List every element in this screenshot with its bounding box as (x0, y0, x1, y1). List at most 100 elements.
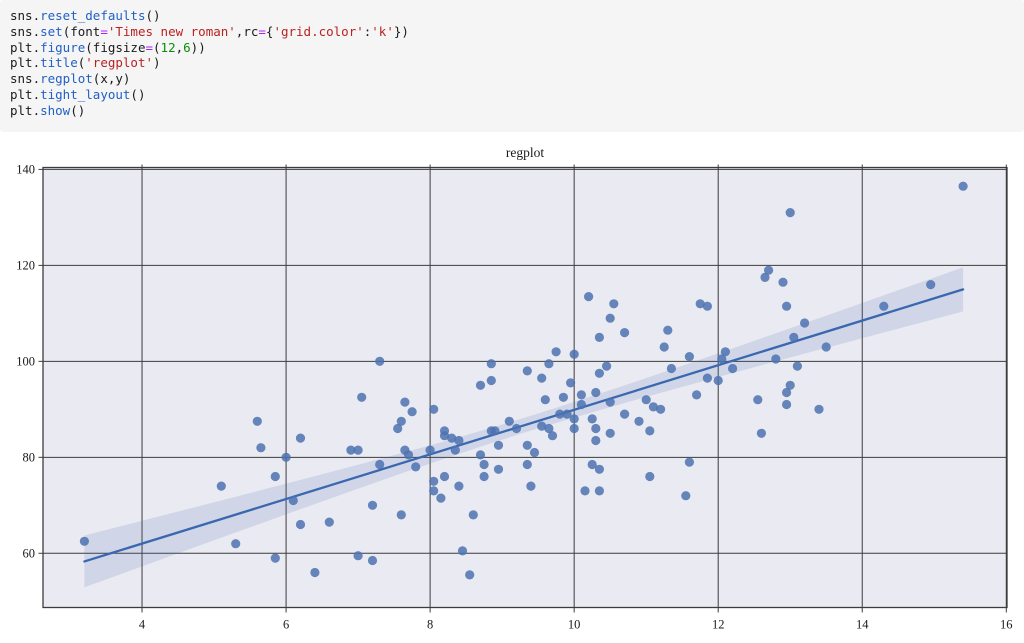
scatter-point (591, 423, 601, 434)
scatter-point (814, 404, 824, 414)
scatter-point (591, 387, 601, 398)
scatter-point (684, 352, 695, 362)
scatter-point (486, 375, 496, 386)
scatter-point (634, 416, 644, 426)
scatter-point (782, 387, 792, 398)
scatter-point (468, 510, 478, 520)
scatter-point (720, 347, 731, 357)
scatter-point (756, 428, 767, 438)
scatter-point (493, 464, 504, 474)
scatter-point (576, 399, 587, 410)
scatter-point (396, 416, 406, 426)
code-line: sns.set(font='Times new roman',rc={'grid… (10, 24, 1014, 40)
code-token: ,rc (235, 23, 259, 39)
scatter-point (562, 409, 572, 419)
code-token: regplot (40, 71, 93, 87)
scatter-point (544, 423, 554, 434)
code-token: , (175, 39, 184, 55)
scatter-point (522, 366, 532, 376)
scatter-point (457, 546, 468, 556)
scatter-point (753, 395, 763, 405)
scatter-point (821, 342, 831, 352)
scatter-point (771, 354, 781, 364)
scatter-point (648, 402, 659, 412)
code-token: ( (77, 55, 86, 71)
scatter-point (587, 459, 597, 470)
y-tick-label: 140 (16, 162, 35, 176)
scatter-point (357, 392, 367, 402)
scatter-point (346, 445, 356, 455)
confidence-band (84, 267, 964, 588)
scatter-point (490, 426, 500, 436)
scatter-point (569, 349, 579, 359)
chart-figure: 4 6 8 10 12 14 16 60 80 100 120 140 regplot (0, 136, 1024, 643)
scatter-point (789, 332, 799, 342)
scatter-point (569, 414, 579, 424)
code-token: }) (393, 23, 409, 39)
scatter-point (429, 404, 439, 414)
scatter-point (367, 555, 378, 566)
grid-lines (43, 167, 1007, 608)
scatter-points (79, 181, 968, 580)
code-token: )) (190, 39, 206, 55)
scatter-point (429, 486, 439, 496)
scatter-point (620, 409, 630, 419)
scatter-point (393, 423, 403, 434)
scatter-point (396, 510, 406, 520)
scatter-point (785, 208, 795, 218)
scatter-point (479, 459, 489, 470)
scatter-point (760, 272, 770, 282)
scatter-point (702, 301, 713, 311)
x-tick-label: 6 (283, 618, 289, 632)
code-line: plt.title('regplot') (10, 55, 1014, 71)
regression-line (83, 288, 965, 563)
scatter-point (800, 318, 810, 328)
scatter-point (645, 426, 655, 436)
scatter-point (429, 476, 439, 486)
plot-background (43, 167, 1007, 608)
scatter-point (375, 459, 385, 470)
plot-border (42, 166, 1008, 609)
scatter-point (295, 433, 306, 443)
scatter-point (79, 536, 89, 546)
scatter-point (252, 416, 262, 426)
code-token: = (100, 23, 108, 39)
scatter-point (594, 464, 605, 474)
code-token: = (258, 23, 266, 39)
scatter-point (605, 428, 615, 438)
scatter-point (728, 363, 738, 374)
scatter-point (609, 299, 619, 309)
scatter-point (522, 440, 532, 450)
x-tick-label: 4 (139, 618, 146, 632)
code-token: () (145, 8, 161, 23)
scatter-point (782, 301, 792, 311)
x-tick-label: 14 (856, 618, 869, 632)
code-token: (font (62, 23, 101, 39)
code-cell[interactable]: sns.reset_defaults() sns.set(font='Times … (0, 0, 1024, 132)
code-token: plt. (10, 55, 41, 71)
code-token: = (145, 39, 154, 55)
scatter-point (785, 380, 795, 390)
scatter-point (270, 471, 280, 482)
code-token: 'k' (371, 23, 394, 39)
code-token: () (70, 102, 86, 118)
scatter-point (713, 375, 723, 386)
y-tick-label: 80 (23, 450, 36, 464)
x-tick-label: 8 (427, 618, 433, 632)
y-tick-label: 100 (16, 354, 35, 368)
code-token: title (40, 55, 78, 71)
scatter-point (558, 392, 569, 402)
scatter-point (439, 431, 450, 441)
axis-ticks (38, 164, 1007, 613)
scatter-point (310, 567, 320, 578)
scatter-point (569, 423, 579, 434)
scatter-point (602, 361, 612, 371)
scatter-point (511, 423, 522, 434)
code-token: ) (153, 55, 161, 71)
code-token: set (40, 23, 63, 39)
scatter-point (926, 280, 936, 290)
scatter-point (544, 359, 554, 369)
scatter-point (591, 435, 601, 446)
code-token: tight_layout (40, 86, 131, 102)
scatter-point (450, 445, 460, 455)
